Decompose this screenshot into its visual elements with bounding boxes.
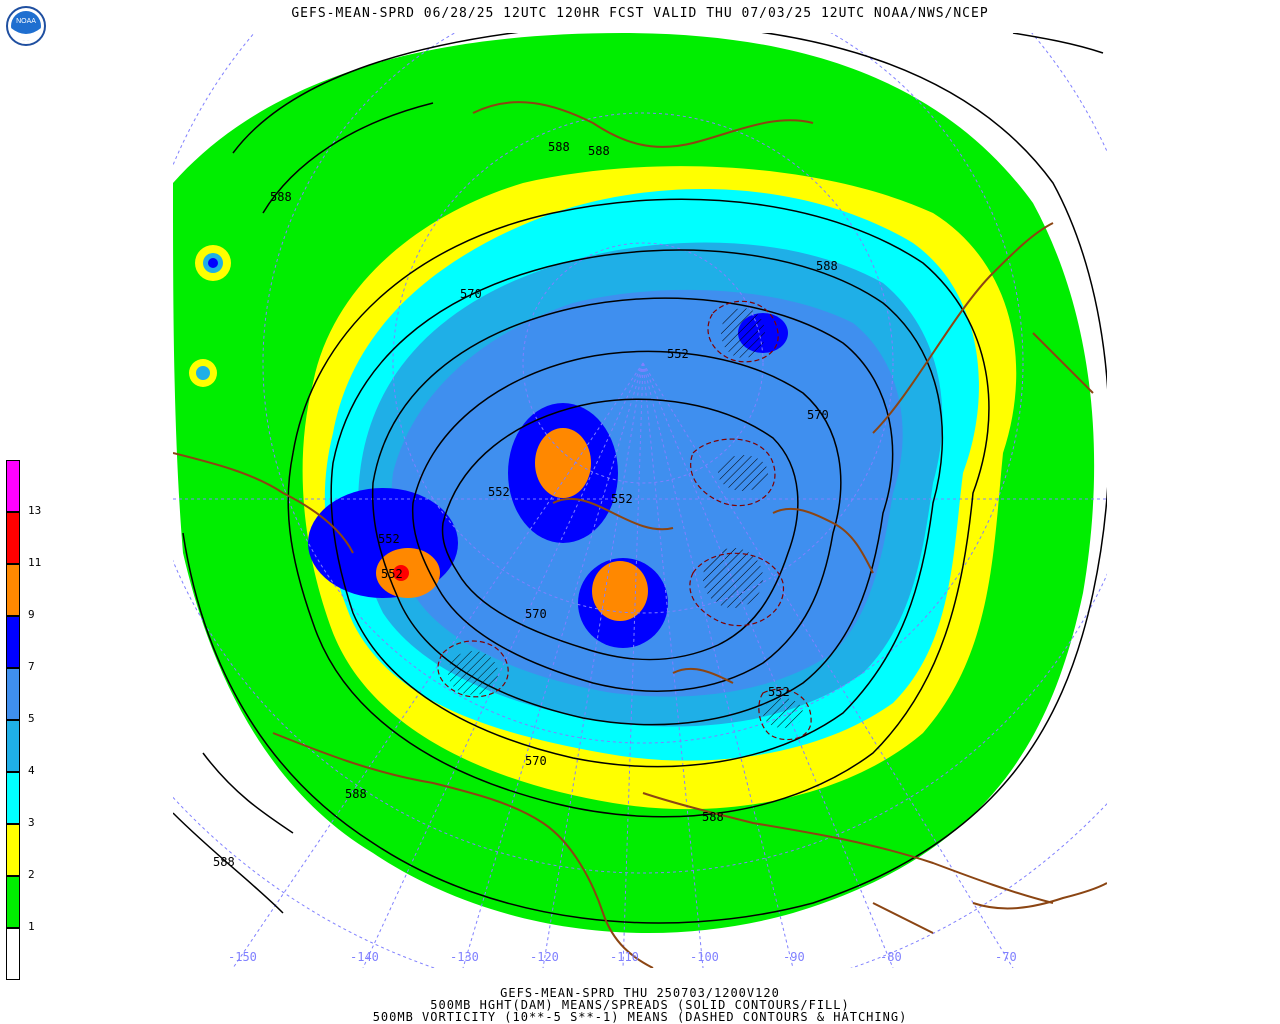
coastlines	[173, 101, 1107, 968]
spread-fill-9c	[592, 561, 648, 621]
longitude-label: -150	[228, 950, 257, 964]
contour-label: 588	[345, 787, 367, 801]
contour-label: 570	[807, 408, 829, 422]
longitude-label: -120	[530, 950, 559, 964]
color-scale-swatch	[6, 772, 20, 824]
longitude-label: -110	[610, 950, 639, 964]
weather-map: 588 588 588 570 552 552 552 552 570 570 …	[173, 33, 1107, 968]
color-scale-swatch	[6, 720, 20, 772]
color-scale-label: 9	[28, 608, 35, 621]
color-scale-label: 3	[28, 816, 35, 829]
color-scale-label: 2	[28, 868, 35, 881]
spread-fill-5	[391, 289, 903, 697]
color-scale-label: 4	[28, 764, 35, 777]
contour-label: 552	[768, 685, 790, 699]
contour-label: 588	[548, 140, 570, 154]
contour-label: 552	[488, 485, 510, 499]
longitude-label: -100	[690, 950, 719, 964]
svg-text:NOAA: NOAA	[16, 18, 36, 25]
footer-line-2: 500MB HGHT(DAM) MEANS/SPREADS (SOLID CON…	[430, 998, 850, 1012]
color-scale-swatch	[6, 876, 20, 928]
contour-label: 552	[378, 532, 400, 546]
footer-line-1: GEFS-MEAN-SPRD THU 250703/1200V120	[500, 986, 780, 1000]
noaa-logo-icon: NOAA	[6, 6, 46, 46]
color-scale-swatch	[6, 564, 20, 616]
contour-label: 588	[588, 144, 610, 158]
contour-label-group: 588 588 588 570 552 552 552 552 570 570 …	[213, 140, 838, 869]
contour-label: 552	[667, 347, 689, 361]
footer-line-3: 500MB VORTICITY (10**-5 S**-1) MEANS (DA…	[372, 1010, 908, 1024]
color-scale-label: 1	[28, 920, 35, 933]
color-scale-label: 13	[28, 504, 42, 517]
color-scale-swatch	[6, 668, 20, 720]
color-scale-swatch	[6, 824, 20, 876]
chart-title: GEFS-MEAN-SPRD 06/28/25 12UTC 120HR FCST…	[291, 6, 989, 21]
color-scale-label: 11	[28, 556, 42, 569]
longitude-label: -90	[783, 950, 805, 964]
color-scale-legend: 1 2 3 4 5 7 9 11 13	[6, 460, 41, 980]
contour-label: 552	[611, 492, 633, 506]
graticule	[173, 33, 1107, 968]
color-scale-swatch	[6, 616, 20, 668]
height-contours	[173, 33, 1107, 924]
color-scale-swatch	[6, 460, 20, 512]
contour-label: 588	[270, 190, 292, 204]
color-scale-swatch	[6, 928, 20, 980]
color-scale-label: 7	[28, 660, 35, 673]
longitude-label: -140	[350, 950, 379, 964]
contour-label: 570	[525, 607, 547, 621]
contour-label: 570	[525, 754, 547, 768]
contour-label: 570	[460, 287, 482, 301]
vorticity-contours	[437, 300, 812, 741]
contour-label: 552	[381, 567, 403, 581]
contour-label: 588	[816, 259, 838, 273]
spread-fill-11	[393, 565, 409, 581]
longitude-label: -80	[880, 950, 902, 964]
color-scale-swatch	[6, 512, 20, 564]
longitude-label: -70	[995, 950, 1017, 964]
color-scale-label: 5	[28, 712, 35, 725]
contour-label: 588	[213, 855, 235, 869]
spread-fill-9b	[535, 428, 591, 498]
contour-label: 588	[702, 810, 724, 824]
longitude-label: -130	[450, 950, 479, 964]
